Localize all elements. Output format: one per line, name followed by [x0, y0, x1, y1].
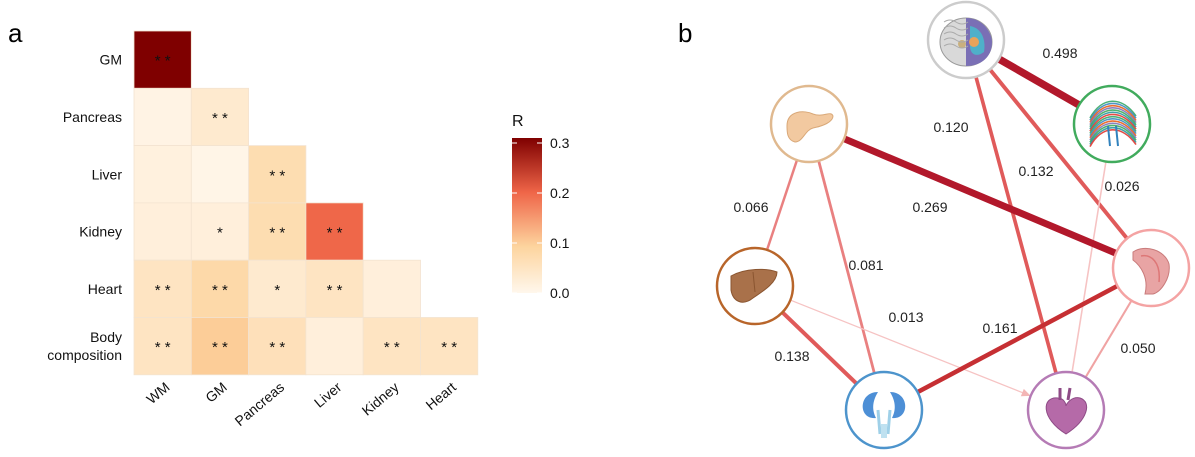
row-label: GM [99, 52, 122, 68]
correlation-heatmap: * * * * * * * * * * * * * * * * * * * * * * * * * * * … [47, 30, 570, 429]
colorbar-tick-label: 0.1 [550, 235, 570, 251]
heatmap-cell [305, 317, 364, 376]
heatmap-cell [305, 202, 364, 261]
network-edge [997, 55, 1081, 109]
heatmap-cell [133, 317, 192, 376]
significance-label: * * [441, 339, 457, 356]
network-edge [765, 159, 799, 251]
edge-weight-label: 0.132 [1018, 163, 1053, 179]
kidney-icon [844, 370, 924, 450]
significance-label: * * [155, 282, 171, 299]
colorbar [512, 138, 542, 293]
significance-label: * * [269, 339, 285, 356]
colorbar-tick-label: 0.2 [550, 185, 570, 201]
network-edge [1084, 300, 1133, 378]
row-label: Body composition [47, 329, 122, 363]
significance-label: * * [212, 339, 228, 356]
heatmap-cell [190, 202, 250, 261]
significance-label: * * [384, 339, 400, 356]
column-label: Kidney [359, 379, 402, 419]
significance-label: * * [327, 282, 343, 299]
column-label: Liver [311, 379, 345, 411]
heatmap-cell [190, 145, 250, 204]
edge-weight-label: 0.138 [774, 348, 809, 364]
white-matter-icon [1072, 84, 1152, 164]
heart-icon [1026, 370, 1106, 450]
significance-label: * * [327, 225, 343, 242]
row-label: Kidney [79, 224, 122, 240]
edge-weight-label: 0.269 [912, 199, 947, 215]
row-label: Heart [88, 281, 122, 297]
colorbar-tick-label: 0.0 [550, 285, 570, 301]
edge-weight-label: 0.066 [733, 199, 768, 215]
network-edge [988, 68, 1129, 240]
heatmap-cell [133, 30, 192, 89]
edge-arrowhead [1020, 388, 1031, 397]
heatmap-cell [133, 87, 192, 147]
significance-label: * * [155, 339, 171, 356]
edge-weight-label: 0.050 [1120, 340, 1155, 356]
edge-weight-label: 0.026 [1104, 178, 1139, 194]
pancreas-icon [769, 84, 849, 164]
heatmap-cell [248, 317, 307, 376]
liver-icon [715, 246, 795, 326]
row-label: Liver [92, 166, 123, 182]
significance-label: * * [212, 110, 228, 127]
heatmap-cell [190, 317, 250, 376]
panel-label-a: a [8, 18, 23, 48]
network-edge [817, 160, 876, 374]
column-label: Pancreas [232, 379, 288, 429]
organ-network: 0.498 0.120 0.132 0.026 0.269 0.066 0.081 0.013… [715, 0, 1191, 450]
network-edge [1071, 161, 1107, 373]
edge-weight-label: 0.161 [982, 320, 1017, 336]
significance-label: * * [269, 225, 285, 242]
heatmap-cell [133, 202, 192, 261]
legend-title: R [512, 113, 524, 130]
heatmap-cell [248, 145, 307, 204]
heatmap-cell [248, 259, 307, 318]
significance-label: * * [212, 282, 228, 299]
heatmap-cell [133, 145, 192, 204]
network-edge [842, 135, 1118, 257]
heatmap-cell [362, 317, 421, 376]
network-edge [780, 310, 859, 386]
significance-label: * [274, 282, 280, 299]
column-label: WM [143, 379, 172, 407]
significance-label: * * [269, 167, 285, 184]
edge-weight-label: 0.120 [933, 119, 968, 135]
panel-label-b: b [678, 18, 693, 48]
row-label: Pancreas [63, 109, 122, 125]
significance-label: * [217, 225, 223, 242]
edge-weight-label: 0.498 [1042, 45, 1077, 61]
network-edge [916, 283, 1119, 395]
edge-weight-label: 0.013 [888, 309, 923, 325]
heatmap-cell [362, 259, 421, 318]
colorbar-tick-label: 0.3 [550, 135, 570, 151]
heatmap-cell [420, 317, 479, 376]
network-edge [790, 299, 1031, 397]
edge-weight-label: 0.081 [848, 257, 883, 273]
brain-icon [926, 0, 1006, 80]
heatmap-cell [190, 87, 250, 147]
column-label: GM [202, 379, 230, 406]
muscle-icon [1111, 228, 1191, 308]
heatmap-cell [248, 202, 307, 261]
column-label: Heart [423, 379, 460, 413]
significance-label: * * [155, 53, 171, 70]
